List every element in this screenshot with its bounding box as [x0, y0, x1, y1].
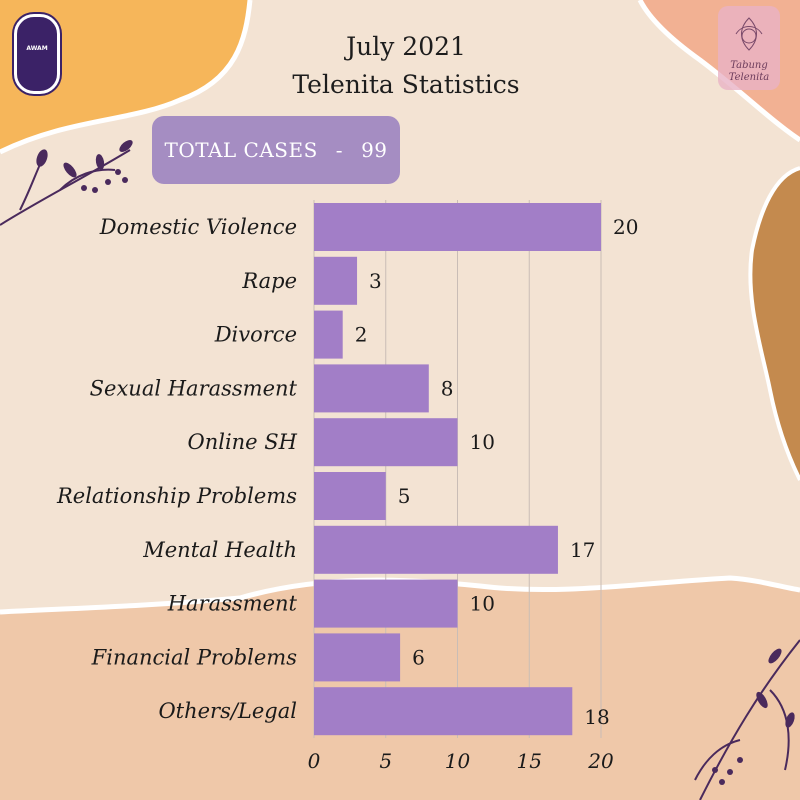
x-tick-label-5: 5	[379, 749, 392, 773]
value-label-5: 5	[398, 484, 411, 508]
x-tick-label-0: 0	[308, 749, 321, 773]
value-label-1: 3	[369, 269, 382, 293]
bar-1	[314, 256, 358, 305]
category-label-5: Relationship Problems	[56, 484, 297, 508]
bar-7	[314, 579, 458, 628]
tabung-telenita-logo-mark	[718, 6, 780, 90]
bar-2	[314, 310, 343, 359]
category-label-2: Divorce	[214, 323, 297, 347]
value-label-2: 2	[355, 323, 368, 347]
x-tick-label-20: 20	[587, 749, 614, 773]
value-label-3: 8	[441, 376, 454, 400]
value-label-6: 17	[570, 538, 595, 562]
tabung-telenita-logo: Tabung Telenita	[714, 4, 784, 94]
category-label-7: Harassment	[167, 592, 298, 616]
bar-4	[314, 418, 458, 467]
bar-9	[314, 687, 573, 736]
bar-6	[314, 525, 558, 574]
bar-8	[314, 633, 401, 682]
awam-logo: AWAM	[14, 14, 60, 94]
category-label-8: Financial Problems	[91, 645, 298, 669]
value-label-7: 10	[470, 592, 495, 616]
tabung-telenita-text-2: Telenita	[728, 72, 770, 83]
category-label-9: Others/Legal	[158, 699, 297, 723]
value-label-8: 6	[412, 645, 425, 669]
total-cases-separator: -	[335, 138, 344, 162]
value-label-9: 18	[584, 705, 609, 729]
x-tick-label-10: 10	[445, 749, 471, 773]
awam-logo-text: AWAM	[26, 45, 48, 52]
total-cases-label: TOTAL CASES	[164, 138, 318, 162]
total-cases-box: TOTAL CASES - 99	[152, 116, 400, 184]
x-tick-label-15: 15	[517, 749, 542, 773]
chart-title-line2: Telenita Statistics	[292, 70, 520, 99]
category-label-0: Domestic Violence	[99, 215, 297, 239]
value-label-0: 20	[613, 215, 638, 239]
chart-title-line1: July 2021	[346, 32, 466, 61]
tabung-telenita-text-1: Tabung	[730, 60, 768, 71]
total-cases-value: 99	[361, 138, 388, 162]
category-label-4: Online SH	[187, 430, 297, 454]
bar-0	[314, 203, 601, 251]
bar-3	[314, 364, 429, 413]
category-label-3: Sexual Harassment	[90, 376, 298, 400]
category-label-1: Rape	[241, 269, 297, 293]
value-label-4: 10	[470, 430, 495, 454]
category-label-6: Mental Health	[142, 538, 297, 562]
bar-5	[314, 472, 386, 520]
